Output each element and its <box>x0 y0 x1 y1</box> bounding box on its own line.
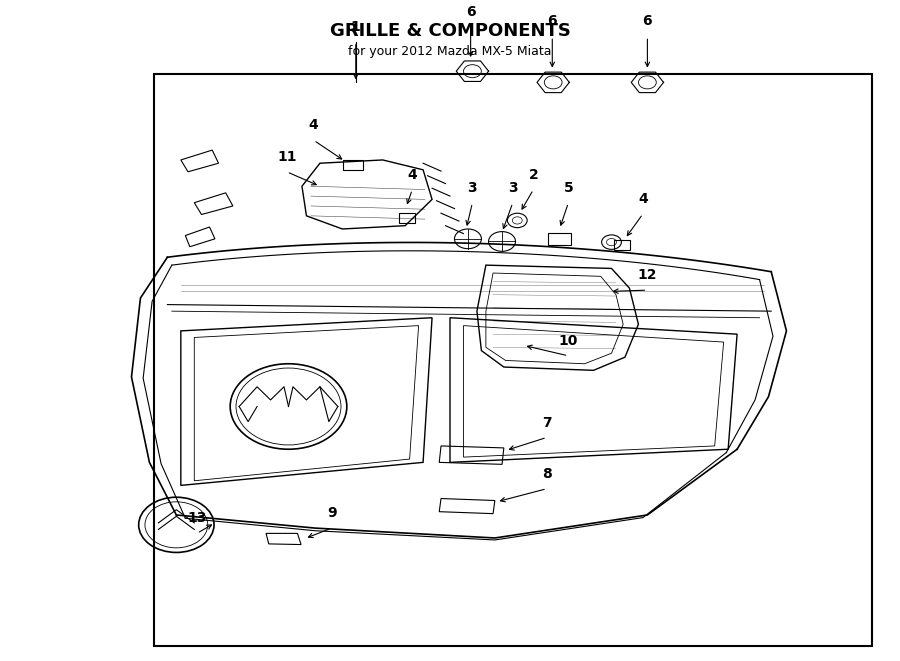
Text: 9: 9 <box>327 506 337 520</box>
Text: 4: 4 <box>309 118 319 132</box>
Text: 1: 1 <box>351 20 361 34</box>
Text: 7: 7 <box>542 416 552 430</box>
Text: 10: 10 <box>559 334 578 348</box>
Text: 6: 6 <box>643 15 652 28</box>
Text: 5: 5 <box>563 181 573 195</box>
Text: 6: 6 <box>547 15 557 28</box>
Text: 3: 3 <box>508 181 518 195</box>
Text: 6: 6 <box>466 5 475 19</box>
Text: GRILLE & COMPONENTS: GRILLE & COMPONENTS <box>329 22 571 40</box>
Text: 8: 8 <box>542 467 552 481</box>
Text: 12: 12 <box>637 268 657 282</box>
Text: 4: 4 <box>638 192 648 206</box>
Text: 2: 2 <box>528 168 538 182</box>
Text: 4: 4 <box>408 168 418 182</box>
Text: 3: 3 <box>468 181 477 195</box>
Text: 13: 13 <box>187 512 207 525</box>
Text: for your 2012 Mazda MX-5 Miata: for your 2012 Mazda MX-5 Miata <box>348 45 552 58</box>
Text: 11: 11 <box>277 150 296 164</box>
